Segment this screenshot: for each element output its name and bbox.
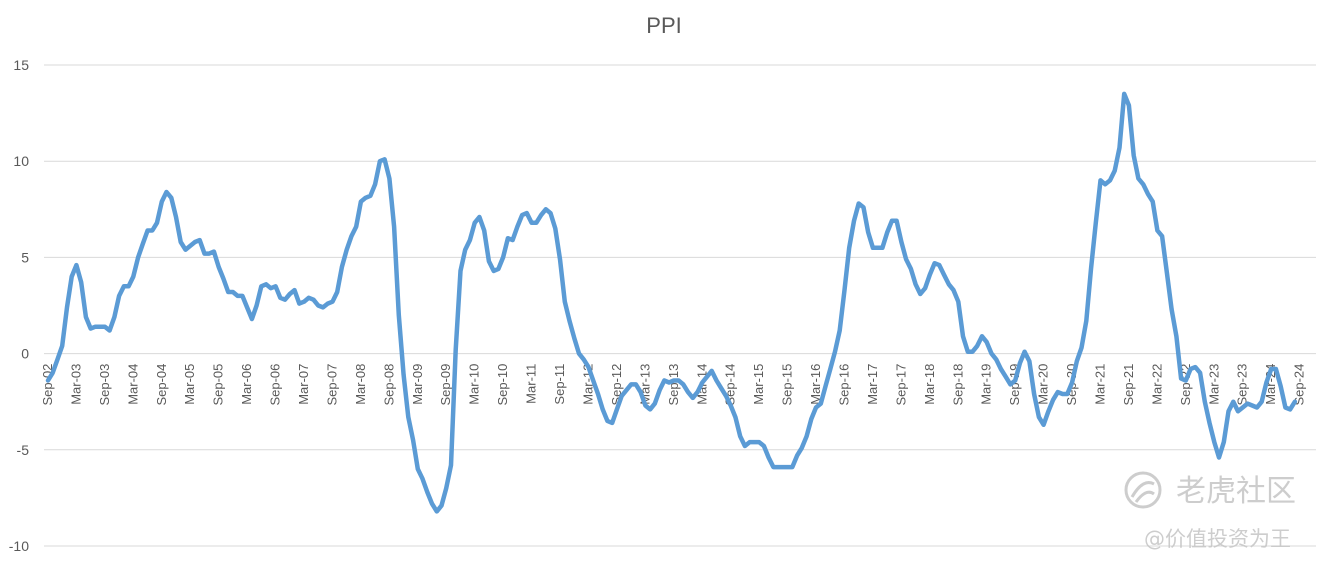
x-tick-label: Sep-15 (780, 364, 795, 406)
watermark-account: @价值投资为王 (1144, 527, 1291, 551)
x-tick-label: Sep-17 (893, 364, 908, 406)
x-tick-label: Mar-07 (296, 364, 311, 405)
x-tick-label: Mar-18 (922, 364, 937, 405)
x-tick-label: Mar-15 (751, 364, 766, 405)
x-tick-label: Mar-21 (1093, 364, 1108, 405)
x-tick-label: Sep-23 (1235, 364, 1250, 406)
x-tick-label: Sep-24 (1292, 364, 1307, 406)
chart-title: PPI (646, 13, 681, 38)
x-tick-label: Sep-11 (552, 364, 567, 405)
x-tick-label: Sep-06 (268, 364, 283, 406)
x-tick-label: Sep-21 (1121, 364, 1136, 406)
x-tick-label: Mar-24 (1263, 364, 1278, 405)
x-tick-label: Sep-16 (836, 364, 851, 406)
x-tick-label: Mar-09 (410, 364, 425, 405)
x-tick-label: Mar-11 (524, 364, 539, 404)
tiger-logo-stripe-icon (1130, 481, 1155, 503)
y-tick-label: -5 (17, 442, 30, 458)
x-tick-label: Sep-09 (438, 364, 453, 406)
x-tick-label: Sep-05 (211, 364, 226, 406)
y-tick-label: 5 (21, 249, 29, 265)
y-tick-label: 10 (13, 153, 29, 169)
x-tick-label: Mar-23 (1206, 364, 1221, 405)
tiger-logo-icon (1124, 471, 1162, 509)
series-layer (45, 91, 1298, 514)
x-tick-label: Mar-03 (68, 364, 83, 405)
gridlines (44, 64, 1316, 547)
watermark-brand: 老虎社区 (1176, 474, 1296, 509)
x-tick-label: Mar-10 (467, 364, 482, 405)
x-tick-label: Sep-03 (97, 364, 112, 406)
x-tick-label: Sep-18 (950, 364, 965, 406)
x-tick-label: Mar-05 (182, 364, 197, 405)
x-axis-tick-labels: Sep-02 Mar-03 Sep-03 Mar-04 Sep-04 Mar-05 Sep-… (40, 364, 1307, 406)
y-tick-label: 0 (21, 346, 29, 362)
x-tick-label: Sep-14 (723, 364, 738, 406)
y-axis-tick-labels: 15 10 5 0 -5 -10 (9, 57, 29, 554)
x-tick-label: Mar-20 (1036, 364, 1051, 405)
x-tick-label: Sep-08 (381, 364, 396, 406)
x-tick-label: Sep-13 (666, 364, 681, 406)
watermark: 老虎社区 @价值投资为王 (1124, 471, 1296, 551)
x-tick-label: Mar-04 (125, 364, 140, 405)
x-tick-label: Sep-04 (154, 364, 169, 406)
x-tick-label: Mar-17 (865, 364, 880, 405)
x-tick-label: Mar-16 (808, 364, 823, 405)
x-tick-label: Sep-10 (495, 364, 510, 406)
x-tick-label: Mar-22 (1149, 364, 1164, 405)
x-tick-label: Mar-19 (979, 364, 994, 405)
x-tick-label: Sep-07 (324, 364, 339, 406)
y-tick-label: 15 (13, 57, 29, 73)
y-tick-label: -10 (9, 538, 29, 554)
x-tick-label: Mar-08 (353, 364, 368, 405)
series-line-ppi (45, 91, 1298, 514)
x-tick-label: Mar-06 (239, 364, 254, 405)
